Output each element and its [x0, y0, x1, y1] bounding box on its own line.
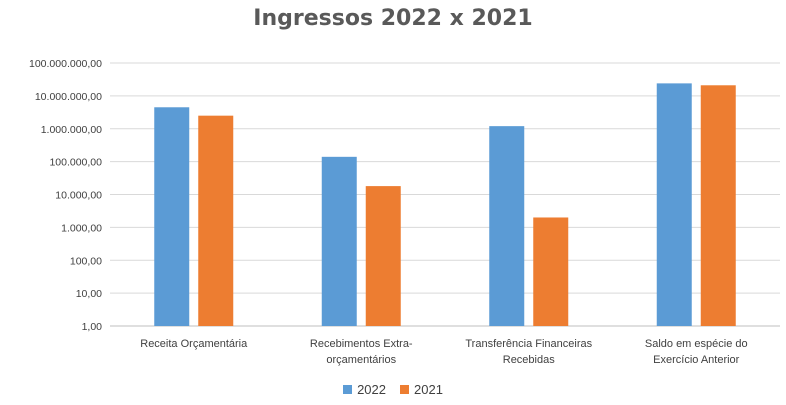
bar-2022	[489, 126, 525, 327]
y-tick-label: 100.000,00	[49, 157, 102, 169]
legend-swatch-2021	[400, 385, 409, 394]
legend-label-2021: 2021	[414, 382, 443, 397]
legend-swatch-2022	[343, 385, 353, 394]
bar-2022	[154, 107, 190, 327]
y-tick-label: 1.000,00	[61, 222, 102, 234]
bar-2021	[700, 85, 736, 326]
x-tick-label: Exercício Anterior	[653, 354, 740, 366]
x-tick-label: Transferência Financeiras	[465, 338, 592, 350]
chart-title: Ingressos 2022 x 2021	[253, 6, 533, 31]
x-tick-label: Receita Orçamentária	[140, 338, 248, 350]
x-tick-label: orçamentários	[326, 354, 396, 366]
legend: 2022 2021	[0, 382, 786, 397]
x-tick-label: Recebimentos Extra-	[310, 338, 413, 350]
y-tick-label: 10.000,00	[55, 190, 102, 202]
y-tick-label: 100.000.000,00	[29, 58, 102, 70]
legend-label-2022: 2022	[357, 382, 386, 397]
y-tick-label: 10.000.000,00	[35, 91, 102, 103]
y-tick-label: 10,00	[76, 288, 102, 300]
x-tick-label: Recebidas	[503, 354, 555, 366]
legend-item-2022: 2022	[343, 382, 386, 397]
legend-item-2021: 2021	[400, 382, 443, 397]
bar-2022	[656, 83, 692, 327]
y-tick-label: 100,00	[70, 255, 102, 267]
bar-2022	[321, 156, 357, 326]
bar-2021	[365, 186, 401, 326]
bar-2021	[198, 115, 234, 326]
x-tick-label: Saldo em espécie do	[645, 338, 748, 350]
y-tick-label: 1.000.000,00	[41, 124, 102, 136]
y-tick-label: 1,00	[82, 321, 103, 333]
bar-2021	[533, 217, 569, 326]
